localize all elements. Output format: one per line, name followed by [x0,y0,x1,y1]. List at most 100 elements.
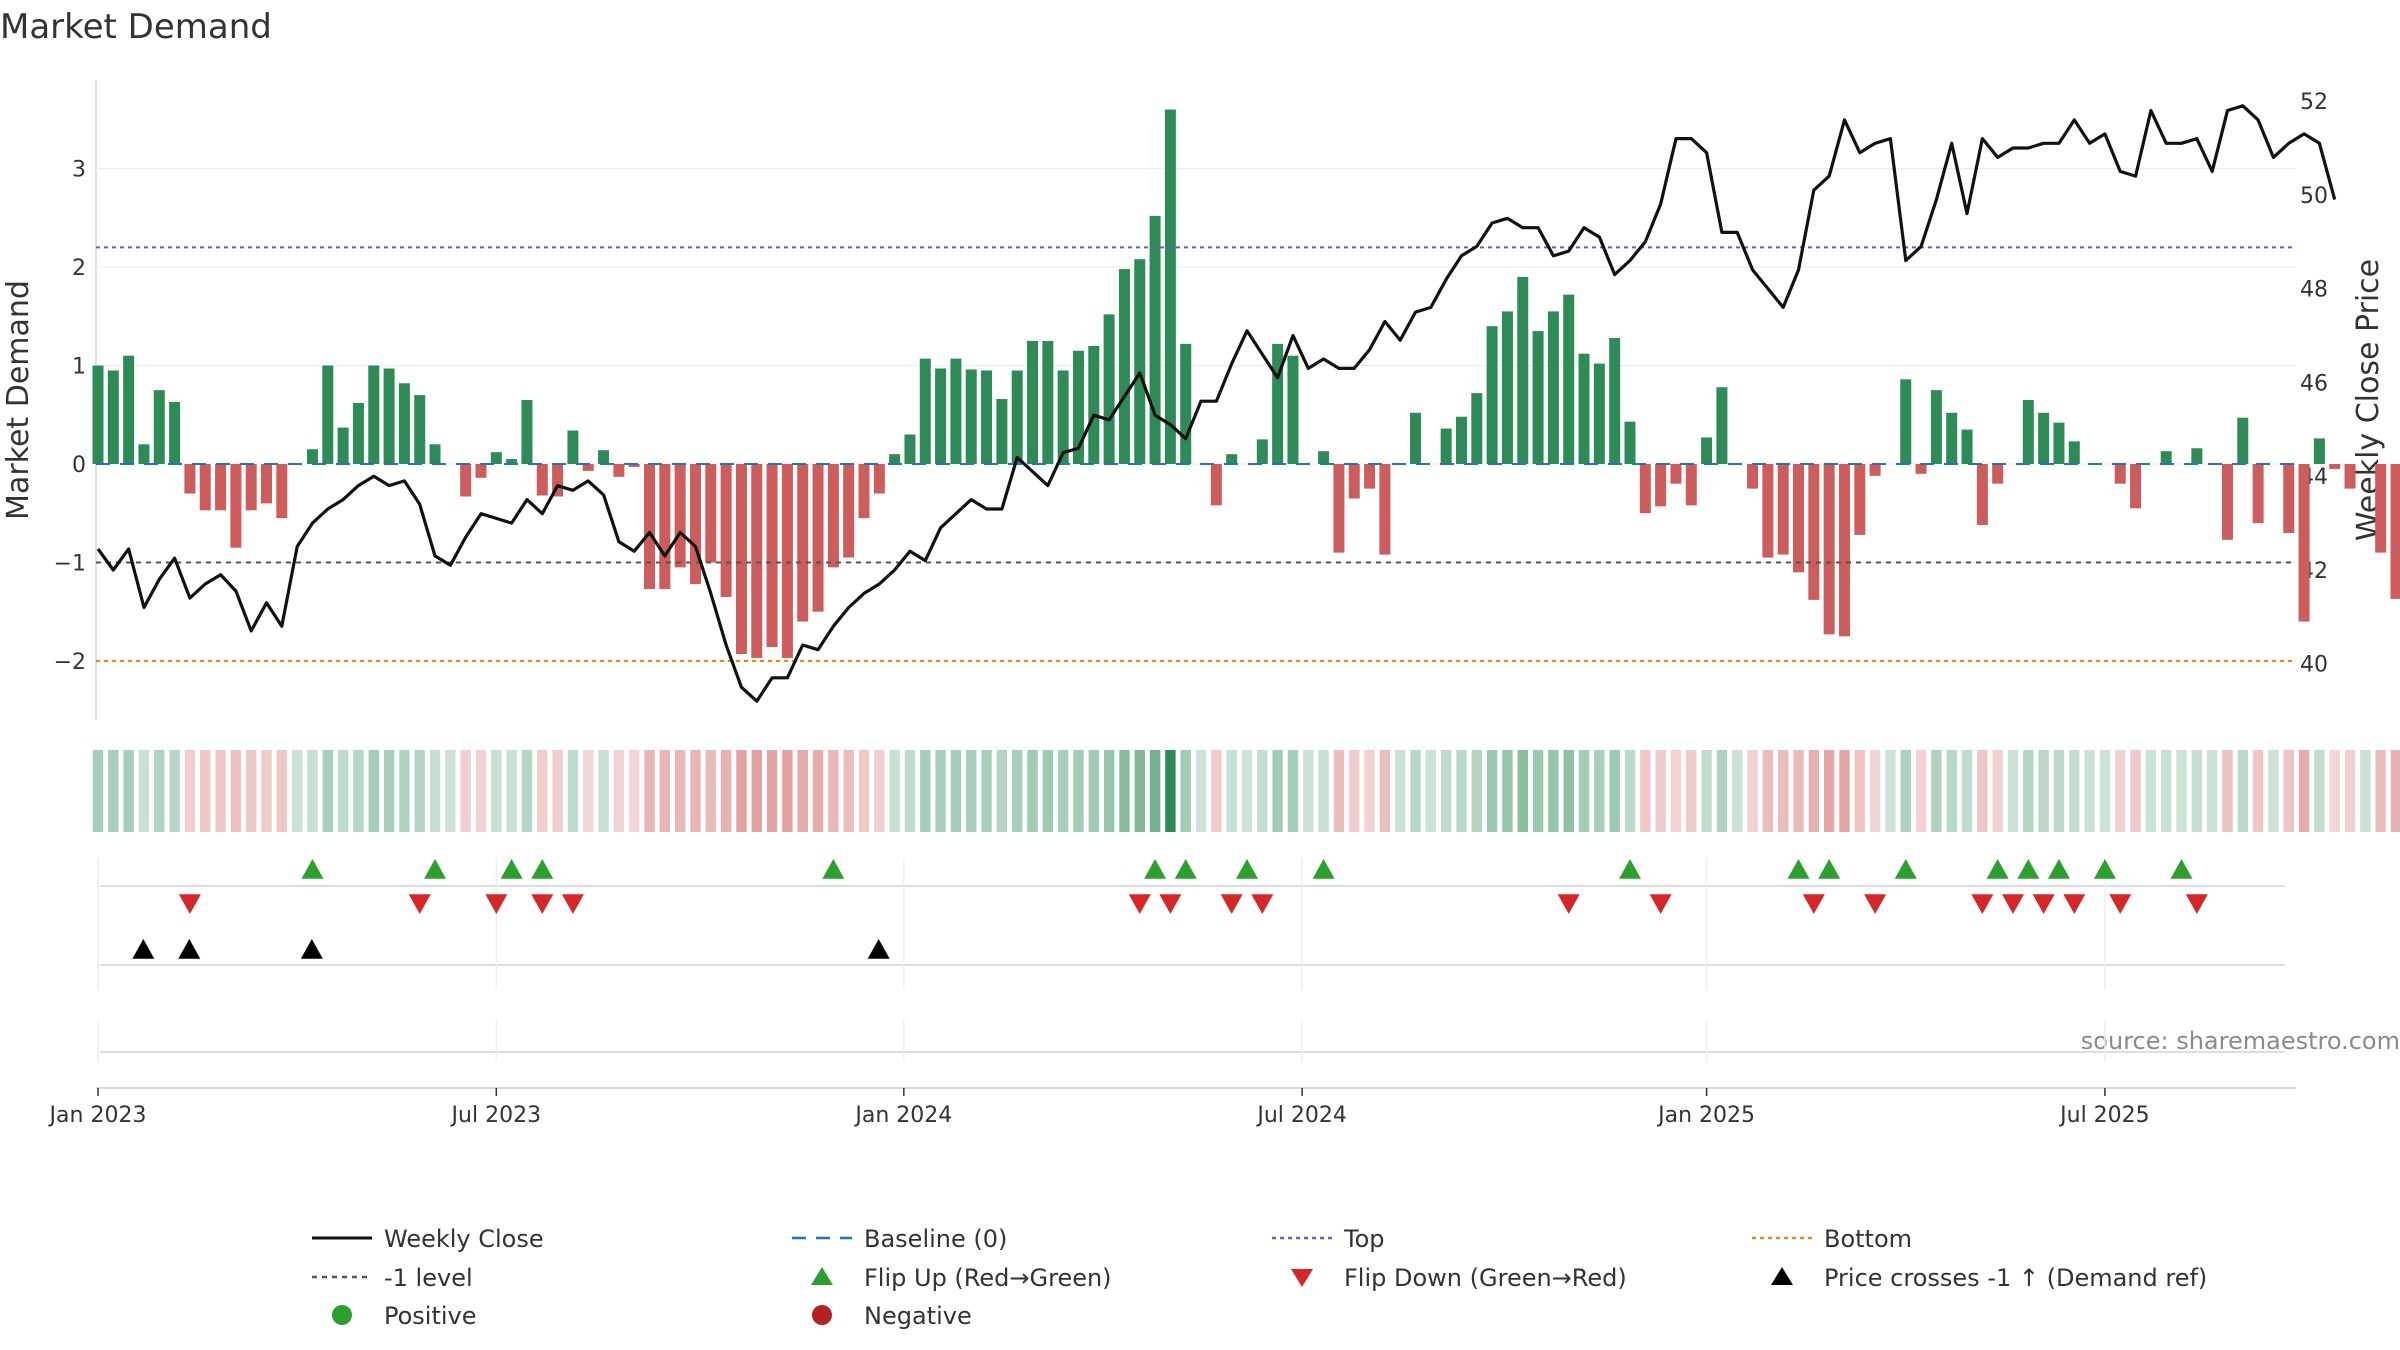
x-tick-label: Jul 2025 [2058,1103,2150,1128]
demand-bar-positive [1471,393,1483,464]
strip-cell [1931,750,1942,832]
demand-bar-positive [1609,337,1621,464]
demand-bar-positive [965,369,977,464]
demand-bar-negative [812,464,824,612]
demand-bar-negative [582,464,594,471]
strip-cell [996,750,1008,832]
event-marker-panels [96,858,2296,1089]
strip-cell [1946,750,1957,832]
strip-cell [491,750,502,832]
strip-cell [2161,750,2172,832]
demand-bar-positive [1272,343,1284,464]
strip-cell [2053,750,2065,832]
demand-bar-positive [1593,363,1605,464]
demand-bar-positive [1318,451,1330,464]
flip-up-marker [500,859,523,879]
flip-up-marker [2170,859,2193,879]
legend-label: Weekly Close [384,1225,544,1253]
strip-cell [2268,750,2279,832]
flip-down-marker [485,894,508,914]
legend-swatch [812,1305,832,1325]
demand-bar-positive [1103,314,1115,464]
demand-bar-negative [628,464,640,467]
demand-bar-positive [904,434,916,464]
flip-up-marker [1236,859,1258,879]
strip-cell [337,750,349,832]
demand-bar-negative [1823,464,1835,635]
legend-item-top: Top [1272,1225,1385,1253]
demand-bar-positive [383,368,395,464]
legend-swatch [811,1267,833,1285]
strip-cell [261,750,272,832]
legend-label: Positive [384,1302,477,1330]
strip-cell [828,750,839,832]
demand-bar-negative [781,464,793,658]
strip-cell [1379,750,1391,832]
strip-cell [552,750,563,832]
strip-cell [1502,750,1513,832]
strip-cell [276,750,288,832]
legend-label: Flip Down (Green→Red) [1344,1264,1627,1292]
demand-bar-positive [2237,417,2249,464]
strip-cell [2038,750,2049,832]
strip-cell [613,750,625,832]
flip-up-marker [1787,859,1810,879]
demand-bar-negative [2114,464,2126,484]
demand-bar-positive [1042,340,1054,464]
strip-cell [966,750,977,832]
chart-title: Market Demand [0,7,272,47]
strip-cell [889,750,900,832]
strip-cell [307,750,318,832]
demand-bar-positive [169,401,181,464]
strip-cell [766,750,778,832]
demand-bar-positive [1455,416,1467,464]
strip-cell [1410,750,1421,832]
legend-item-price-cross: Price crosses -1 ↑ (Demand ref) [1771,1264,2207,1292]
demand-bar-negative [674,464,686,568]
strip-cell [2344,750,2356,832]
demand-bar-positive [935,368,947,464]
strip-cell [368,750,379,832]
flip-down-marker [1971,894,1994,914]
strip-cell [812,750,824,832]
flip-up-marker [1619,859,1641,879]
y2-tick-label: 40 [2300,653,2328,678]
strip-cell [1486,750,1498,832]
flip-down-marker [2063,894,2086,914]
strip-cell [1517,750,1528,832]
demand-bar-positive [1701,437,1713,464]
strip-cell [1563,750,1574,832]
flip-down-marker [1220,894,1243,914]
strip-cell [629,750,640,832]
strip-cell [1900,750,1911,832]
demand-bar-positive [1532,331,1544,464]
demand-bar-positive [1088,345,1100,464]
demand-bar-positive [2313,438,2325,464]
demand-bar-positive [138,444,150,464]
legend: Weekly Close Baseline (0) Top Bottom -1 leve… [312,1225,2207,1330]
strip-cell [583,750,594,832]
x-axis: Jan 2023 Jul 2023 Jan 2024 Jul 2024 Jan 2025… [48,1088,2150,1128]
legend-label: Top [1343,1225,1385,1253]
legend-item-negative: Negative [812,1302,972,1330]
strip-cell [108,750,119,832]
strip-cell [1808,750,1820,832]
strip-cell [445,750,456,832]
demand-bar-negative [2390,464,2400,599]
strip-cell [1762,750,1774,832]
strip-cell [935,750,946,832]
strip-cell [2237,750,2248,832]
demand-bar-negative [199,464,211,511]
strip-cell [1778,750,1789,832]
y-tick-label: 2 [72,256,86,281]
y-tick-label: 3 [72,158,86,183]
x-tick-label: Jan 2024 [853,1103,952,1128]
demand-bar-positive [1256,439,1268,464]
strip-cell [2176,750,2187,832]
flip-up-marker [1986,859,2009,879]
strip-cell [2360,750,2371,832]
strip-cell [1395,750,1406,832]
demand-bar-negative [613,464,625,477]
strip-cell [2390,750,2400,832]
